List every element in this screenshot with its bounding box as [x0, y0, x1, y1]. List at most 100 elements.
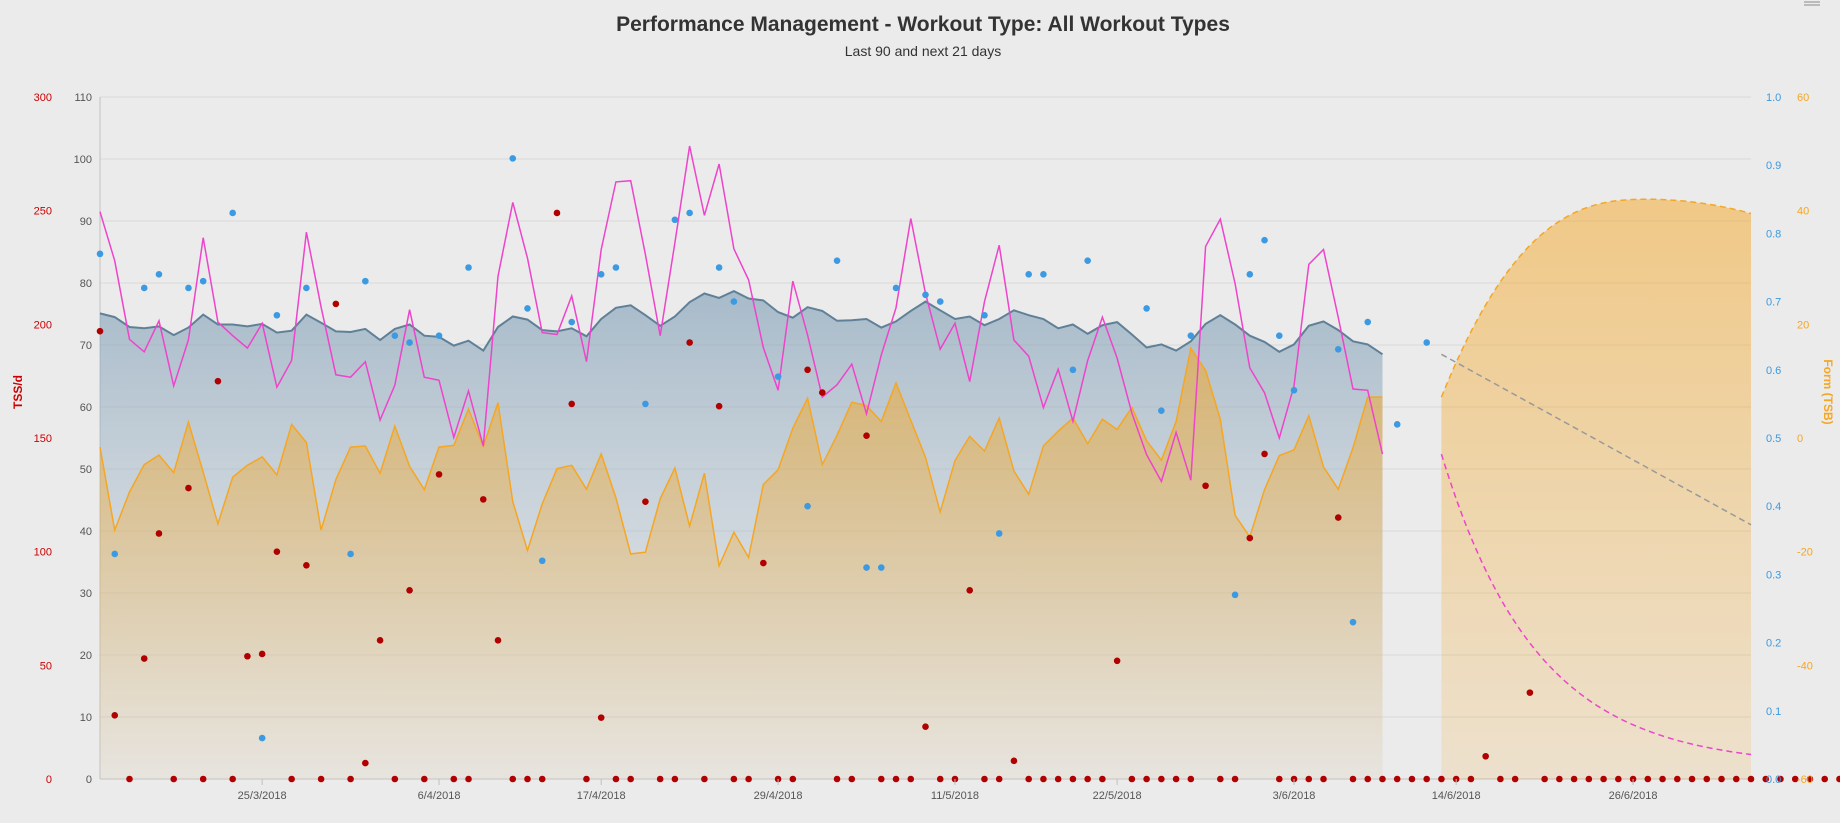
tss-tick-label: 300 [34, 92, 52, 104]
tss-point [214, 377, 222, 385]
tss-point [524, 775, 531, 783]
intensity-point [111, 550, 119, 558]
intensity-point [833, 257, 841, 264]
tss-point [715, 402, 723, 410]
chart-title: Performance Management - Workout Type: A… [616, 13, 1230, 36]
tss-point [1644, 775, 1652, 783]
intensity-point [597, 271, 605, 278]
tss-point [1673, 775, 1681, 783]
intensity-point [524, 305, 531, 312]
if-tick-label: 0.7 [1766, 297, 1781, 309]
if-tick-label: 0.5 [1766, 433, 1781, 445]
intensity-point [892, 284, 900, 292]
tss-point [966, 587, 974, 594]
if-tick-label: 0.3 [1766, 569, 1781, 581]
tss-point [1231, 775, 1239, 783]
intensity-point [1290, 386, 1298, 394]
tss-point [1010, 757, 1018, 765]
tss-point [1836, 775, 1840, 783]
intensity-point [1423, 339, 1430, 346]
tss-point [1040, 775, 1047, 783]
intensity-point [774, 373, 782, 380]
tss-point [1054, 775, 1062, 783]
form-projection-line [1440, 198, 1752, 398]
tss-point [1099, 775, 1106, 783]
fatigue-line [99, 145, 1384, 484]
axes-layer: 3002502001501005001101009080706050403020… [34, 92, 1813, 802]
intensity-point [155, 271, 163, 278]
main-tick-label: 110 [74, 92, 92, 104]
tss-point [1128, 775, 1136, 783]
intensity-point [1084, 257, 1091, 264]
x-tick-label: 3/6/2018 [1273, 790, 1316, 802]
tss-point [1334, 514, 1342, 521]
main-tick-label: 80 [80, 278, 92, 290]
x-tick-label: 17/4/2018 [577, 790, 626, 802]
tss-point [1703, 775, 1711, 783]
tss-point [995, 775, 1003, 783]
tss-point [1511, 775, 1519, 783]
x-tick-label: 11/5/2018 [931, 790, 979, 802]
tss-point [848, 775, 856, 783]
tss-point [760, 559, 767, 567]
tss-point [671, 775, 679, 783]
intensity-point [538, 557, 546, 565]
tss-point [1084, 775, 1091, 783]
tss-tick-label: 50 [40, 660, 52, 672]
intensity-point [1187, 332, 1195, 340]
intensity-point [1246, 271, 1254, 278]
tss-point [494, 637, 502, 644]
intensity-point [671, 216, 679, 224]
intensity-point [509, 155, 517, 162]
x-tick-label: 26/6/2018 [1609, 790, 1658, 802]
intensity-point [303, 284, 310, 292]
tss-point [244, 652, 251, 660]
tss-point [1305, 775, 1313, 783]
tss-point [1423, 775, 1430, 783]
intensity-point [1040, 271, 1047, 278]
tss-point [111, 712, 119, 719]
tss-point [303, 562, 310, 569]
intensity-point [199, 277, 207, 285]
tss-point [863, 432, 870, 440]
tss-point [936, 775, 944, 783]
tss-point [155, 530, 163, 537]
form-tick-label: 60 [1797, 92, 1809, 104]
intensity-point [1364, 318, 1372, 326]
tss-point [922, 723, 929, 731]
intensity-point [730, 298, 738, 305]
intensity-point [1143, 305, 1150, 312]
tss-point [450, 775, 458, 783]
tss-point [745, 775, 752, 783]
tss-point [1777, 775, 1784, 783]
tss-point [1541, 775, 1548, 783]
x-tick-label: 22/5/2018 [1093, 790, 1142, 802]
tss-point [1143, 775, 1150, 783]
main-tick-label: 60 [80, 402, 92, 414]
intensity-point [140, 284, 148, 292]
tss-point [1762, 775, 1770, 783]
intensity-point [435, 332, 443, 340]
tss-tick-label: 250 [34, 206, 52, 218]
intensity-point [185, 284, 192, 292]
intensity-point [229, 209, 236, 217]
x-tick-label: 14/6/2018 [1432, 790, 1481, 802]
intensity-point [863, 564, 870, 571]
intensity-point [362, 277, 369, 285]
tss-point [1320, 775, 1327, 783]
tss-point [1526, 689, 1534, 696]
tss-point [1202, 482, 1209, 490]
tss-point [391, 775, 399, 783]
tss-point [701, 775, 708, 783]
chart-menu-button[interactable] [1804, 0, 1820, 10]
tss-point [1688, 775, 1696, 783]
main-tick-label: 10 [80, 712, 92, 724]
tss-point [1791, 775, 1799, 783]
tss-point [568, 400, 576, 408]
tss-point [1379, 775, 1386, 783]
tss-point [1438, 775, 1445, 783]
if-tick-label: 0.2 [1766, 638, 1781, 650]
tss-point [1069, 775, 1077, 783]
tss-point [126, 775, 133, 783]
